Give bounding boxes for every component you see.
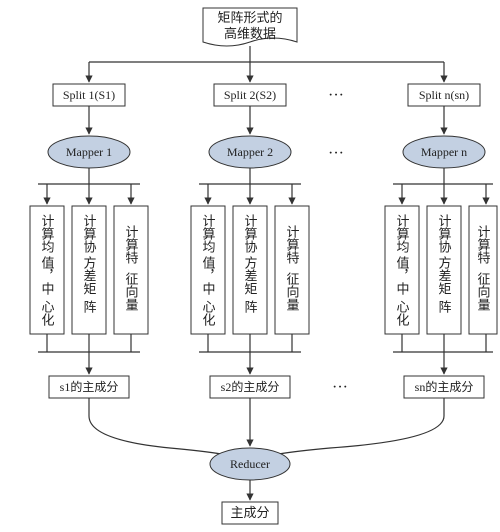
pc-2-label: s2的主成分	[221, 379, 280, 394]
b1-calc1-b: 值，中	[40, 255, 55, 295]
input-line1: 矩阵形式的	[217, 10, 282, 25]
pc-n-label: sn的主成分	[415, 379, 474, 394]
b2-calc2-a: 计算协	[243, 214, 258, 254]
bn-calc2-a: 计算协	[437, 214, 452, 254]
branch-n-calc: 计算均 值，中 心化 计算协 方差矩 阵 计算特 征向量	[385, 184, 497, 374]
pc-n: sn的主成分	[404, 376, 484, 398]
b1-calc3-a: 计算特	[124, 225, 139, 264]
input-document: 矩阵形式的 高维数据	[203, 8, 297, 46]
b2-calc3-b: 征向量	[285, 272, 300, 311]
pc-2: s2的主成分	[210, 376, 290, 398]
b2-calc1-a: 计算均	[201, 214, 216, 253]
b2-calc2-b: 方差矩	[243, 255, 258, 295]
mapper-n-label: Mapper n	[421, 145, 467, 159]
bn-calc1-a: 计算均	[395, 214, 410, 253]
b1-calc2-a: 计算协	[82, 214, 97, 254]
b1-calc2-c: 阵	[82, 300, 97, 313]
split-1-label: Split 1(S1)	[63, 88, 115, 102]
split-n-label: Split n(sn)	[419, 88, 469, 102]
mapper-2: Mapper 2	[209, 136, 291, 168]
pc-1: s1的主成分	[49, 376, 129, 398]
bn-calc2-c: 阵	[437, 300, 452, 313]
bn-calc3-b: 征向量	[476, 272, 491, 311]
reducer-label: Reducer	[230, 457, 270, 471]
input-line2: 高维数据	[224, 26, 276, 41]
bn-calc2-b: 方差矩	[437, 255, 452, 295]
output-label: 主成分	[230, 505, 269, 520]
mapper-2-label: Mapper 2	[227, 145, 273, 159]
b1-calc3-b: 征向量	[124, 272, 139, 311]
mapper-n: Mapper n	[403, 136, 485, 168]
b2-calc1-b: 值，中	[201, 255, 216, 295]
split-n: Split n(sn)	[408, 84, 480, 106]
branch-2-calc: 计算均 值，中 心化 计算协 方差矩 阵 计算特 征向量	[191, 184, 309, 374]
reducer: Reducer	[210, 448, 290, 480]
split-2-label: Split 2(S2)	[224, 88, 276, 102]
dots-pc: ···	[332, 379, 348, 396]
b2-calc3-a: 计算特	[285, 225, 300, 264]
b1-calc1-c: 心化	[40, 300, 55, 327]
b2-calc2-c: 阵	[243, 300, 258, 313]
dots-splits: ···	[328, 87, 344, 104]
pc-1-label: s1的主成分	[60, 379, 119, 394]
dots-mappers: ···	[328, 145, 344, 162]
b1-calc2-b: 方差矩	[82, 255, 97, 295]
b2-calc1-c: 心化	[201, 300, 216, 327]
mapper-1: Mapper 1	[48, 136, 130, 168]
bn-calc1-b: 值，中	[395, 255, 410, 295]
branch-1-calc: 计算均 值，中 心化 计算协 方差矩 阵 计算特 征向量	[30, 184, 148, 374]
b1-calc1-a: 计算均	[40, 214, 55, 253]
bn-calc1-c: 心化	[395, 300, 410, 327]
bn-calc3-a: 计算特	[476, 225, 491, 264]
output: 主成分	[222, 502, 278, 524]
split-2: Split 2(S2)	[214, 84, 286, 106]
split-1: Split 1(S1)	[53, 84, 125, 106]
mapper-1-label: Mapper 1	[66, 145, 112, 159]
